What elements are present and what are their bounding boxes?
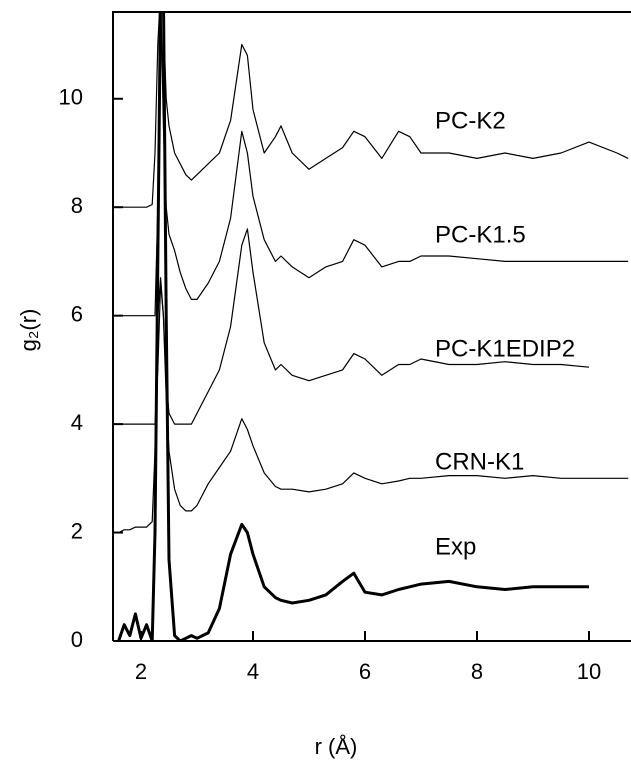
series-label: PC-K2 [435, 107, 506, 134]
y-tick-label: 6 [71, 301, 83, 326]
x-tick-label: 10 [577, 659, 601, 684]
x-tick-label: 2 [135, 659, 147, 684]
series-line [113, 12, 629, 208]
y-tick-label: 8 [71, 193, 83, 218]
series-line [117, 12, 589, 641]
series-label: PC-K1EDIP2 [435, 335, 575, 362]
series-line [113, 228, 590, 425]
series-label: CRN-K1 [435, 448, 524, 475]
x-tick-label: 8 [471, 659, 483, 684]
y-tick-label: 0 [71, 627, 83, 652]
y-tick-label: 10 [59, 85, 83, 110]
x-tick-label: 6 [359, 659, 371, 684]
plot-frame [112, 11, 631, 642]
series-line [113, 12, 629, 317]
series-line [113, 277, 629, 534]
x-tick-label: 4 [247, 659, 259, 684]
x-axis-label: r (Å) [315, 734, 358, 759]
series-label: Exp [435, 533, 476, 560]
y-tick-label: 4 [71, 410, 83, 435]
plot-area [113, 12, 629, 641]
y-axis-label: g₂(r) [16, 309, 41, 352]
series-label: PC-K1.5 [435, 221, 526, 248]
y-tick-label: 2 [71, 518, 83, 543]
